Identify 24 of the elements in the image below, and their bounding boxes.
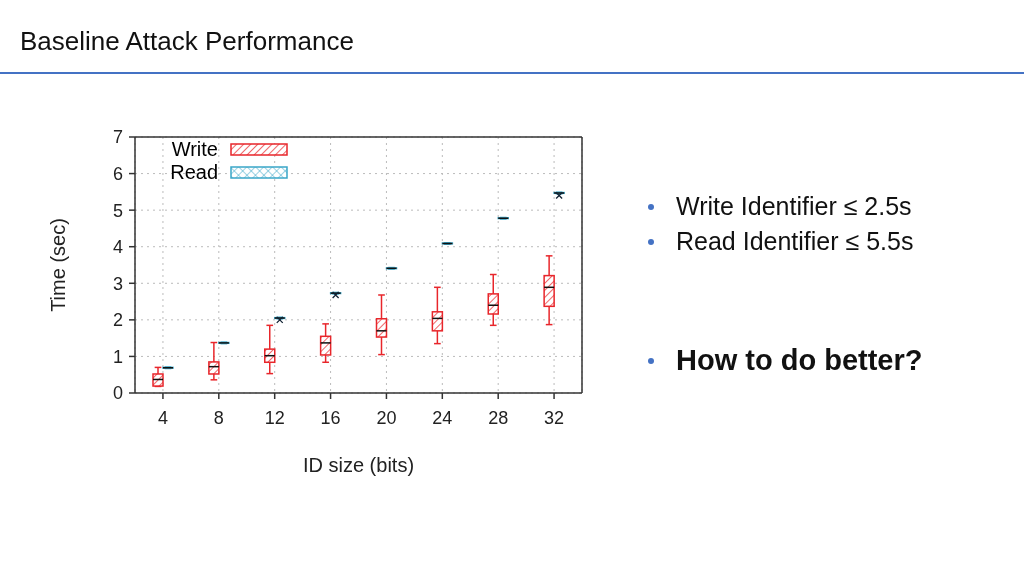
text: Write Identifier ≤ 2.5s [676, 192, 912, 221]
x-axis-title: ID size (bits) [302, 454, 415, 476]
legend-label: Write [170, 138, 218, 161]
x-tick-label: 12 [264, 407, 285, 428]
x-tick-label: 32 [544, 407, 565, 428]
chart-title: Baseline Attack Performance [20, 26, 354, 57]
y-tick-label: 3 [112, 273, 123, 294]
y-tick-label: 6 [112, 163, 123, 184]
x-tick-label: 8 [213, 407, 224, 428]
y-tick-label: 5 [112, 200, 123, 221]
y-tick-label: 7 [112, 127, 123, 148]
legend-label: Read [169, 161, 218, 184]
x-tick-label: 4 [157, 407, 168, 428]
x-tick-label: 20 [376, 407, 397, 428]
y-axis-title: Time (sec) [47, 218, 70, 312]
y-tick-label: 2 [112, 310, 123, 331]
text: How to do better? [676, 344, 923, 377]
text: Read Identifier ≤ 5.5s [676, 227, 914, 256]
y-tick-label: 1 [112, 346, 123, 367]
x-tick-label: 16 [320, 407, 341, 428]
y-tick-label: 0 [112, 383, 123, 404]
x-tick-label: 28 [488, 407, 509, 428]
x-tick-label: 24 [432, 407, 453, 428]
y-tick-label: 4 [112, 237, 123, 258]
